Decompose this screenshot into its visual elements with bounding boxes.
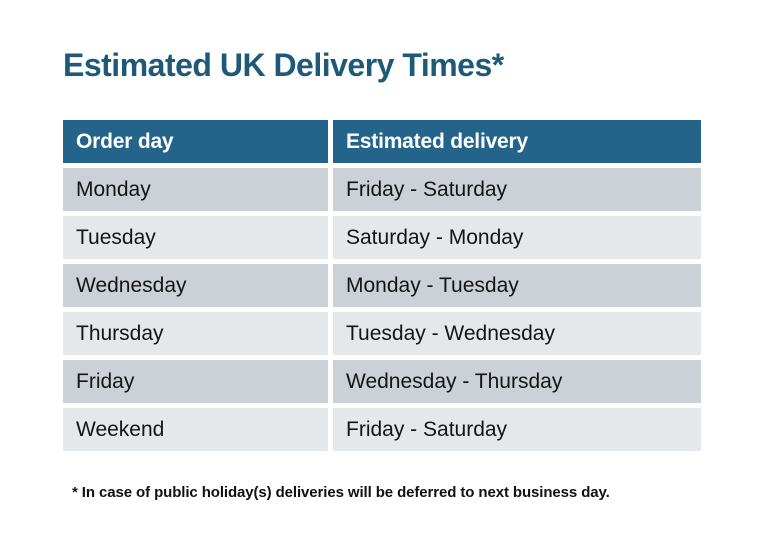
table-cell-estimated-delivery: Friday - Saturday [333, 408, 701, 451]
table-cell-estimated-delivery: Friday - Saturday [333, 168, 701, 211]
table-cell-estimated-delivery: Monday - Tuesday [333, 264, 701, 307]
table-cell-order-day: Weekend [63, 408, 328, 451]
table-cell-order-day: Monday [63, 168, 328, 211]
delivery-times-card: Estimated UK Delivery Times* Order day E… [63, 0, 701, 501]
table-cell-order-day: Friday [63, 360, 328, 403]
table-cell-estimated-delivery: Tuesday - Wednesday [333, 312, 701, 355]
column-header-estimated-delivery: Estimated delivery [333, 120, 701, 163]
column-header-order-day: Order day [63, 120, 328, 163]
page-title: Estimated UK Delivery Times* [63, 47, 504, 83]
table-cell-estimated-delivery: Wednesday - Thursday [333, 360, 701, 403]
table-cell-order-day: Tuesday [63, 216, 328, 259]
footnote: * In case of public holiday(s) deliverie… [72, 484, 610, 501]
table-cell-estimated-delivery: Saturday - Monday [333, 216, 701, 259]
table-cell-order-day: Wednesday [63, 264, 328, 307]
delivery-times-table: Order day Estimated delivery Monday Frid… [63, 120, 701, 451]
table-cell-order-day: Thursday [63, 312, 328, 355]
